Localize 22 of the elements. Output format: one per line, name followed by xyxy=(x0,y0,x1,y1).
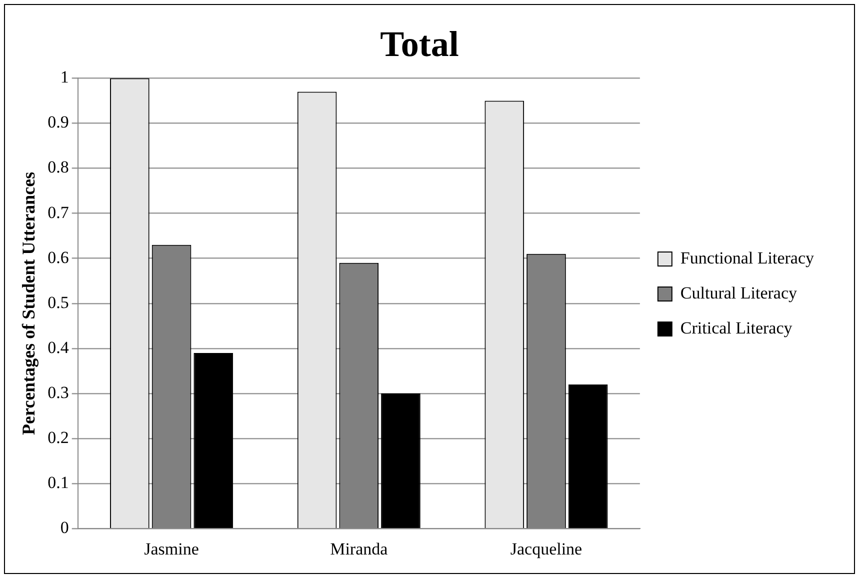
y-tick-label: 0.3 xyxy=(48,382,69,402)
legend-label: Functional Literacy xyxy=(680,248,814,268)
y-tick-label: 0.9 xyxy=(48,112,69,132)
x-tick-label: Jacqueline xyxy=(510,539,582,558)
y-tick-label: 0.1 xyxy=(48,473,69,492)
legend-label: Cultural Literacy xyxy=(680,283,798,302)
y-tick-label: 0.6 xyxy=(48,248,69,267)
y-axis-title: Percentages of Student Utterances xyxy=(18,172,38,435)
y-tick-label: 0.7 xyxy=(48,202,70,222)
chart-title: Total xyxy=(380,24,459,64)
bar xyxy=(381,393,420,528)
y-tick-label: 0.2 xyxy=(48,428,69,447)
bar xyxy=(194,352,234,528)
x-tick-label: Miranda xyxy=(330,539,388,558)
y-tick-label: 0 xyxy=(60,518,69,538)
x-tick-label: Jasmine xyxy=(144,539,199,558)
y-tick-label: 0.8 xyxy=(48,158,69,177)
y-tick-label: 0.4 xyxy=(48,338,70,357)
bar xyxy=(568,384,608,528)
y-tick-label: 0.5 xyxy=(48,292,69,312)
y-tick-label: 1 xyxy=(60,68,69,87)
legend-label: Critical Literacy xyxy=(680,318,793,338)
